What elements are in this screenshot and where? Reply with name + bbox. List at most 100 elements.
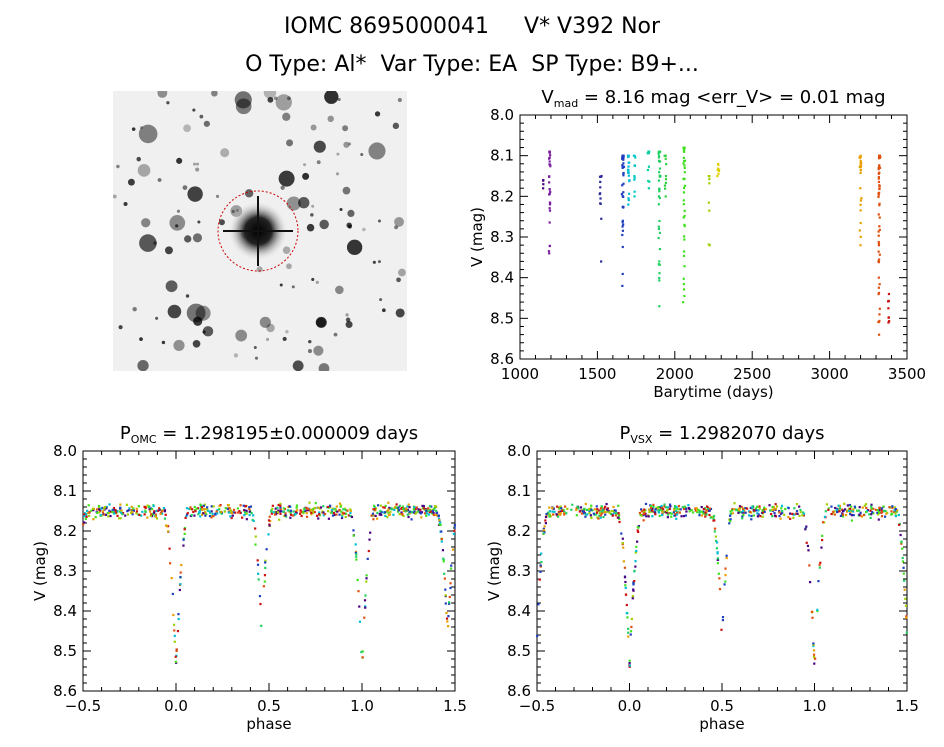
data-point [682,162,685,165]
data-point [442,557,445,560]
data-point [293,513,297,516]
data-point [865,506,868,509]
data-point [449,567,453,570]
data-point [675,505,678,509]
data-point [682,301,685,304]
data-point [717,169,721,173]
data-point [300,514,303,518]
data-point [453,524,456,527]
data-point [285,515,288,518]
data-point [370,514,373,517]
data-point [877,166,880,170]
data-point [311,511,315,514]
data-point [627,627,630,630]
data-point [148,505,151,508]
data-point [683,177,686,181]
data-point [640,508,643,511]
data-point [559,512,562,515]
data-point [899,533,902,537]
data-point [170,576,173,580]
data-point [798,514,801,517]
data-point [640,514,643,517]
data-point [314,501,317,505]
data-point [761,511,764,514]
data-point [877,213,880,216]
data-point [277,503,280,507]
data-point [716,557,720,560]
data-point [116,510,119,513]
x-tick-label: 3000 [811,365,849,383]
data-point [683,238,686,241]
data-point [877,234,880,237]
data-point [878,204,881,207]
data-point [753,509,757,512]
data-point [755,509,758,512]
data-point [658,167,662,170]
data-point [179,571,182,574]
data-point [305,515,309,518]
data-point [795,503,798,506]
data-point [132,507,135,510]
data-point [833,513,836,516]
data-point [236,507,240,510]
data-point [304,506,307,509]
data-point [131,513,134,516]
data-point [622,206,625,209]
data-point [415,511,418,514]
data-point [548,203,552,206]
data-point [562,512,566,515]
data-point [770,512,773,516]
data-point [368,538,371,541]
sky-star [346,239,363,256]
data-point [698,509,701,513]
data-point [627,171,630,174]
sky-star [193,162,197,166]
data-point [447,615,450,618]
data-point [587,508,591,511]
data-point [761,515,764,518]
data-point [838,507,842,510]
data-point [111,510,114,514]
data-point [839,514,843,517]
data-point [894,514,897,518]
data-point [628,665,631,668]
data-point [817,580,820,583]
data-point [252,519,255,523]
data-point [798,505,801,508]
data-point [709,507,713,511]
data-point [276,506,279,509]
data-point [632,583,635,586]
data-point [417,508,420,511]
data-point [395,506,398,509]
data-point [171,592,174,596]
sky-star [139,234,157,252]
sky-star [267,96,274,103]
data-point [816,609,819,613]
sky-star [137,164,151,177]
data-point [408,510,411,513]
data-point [716,552,719,555]
data-point [279,508,282,511]
data-point [878,202,881,205]
data-point [90,509,93,512]
data-point [783,513,786,516]
data-point [708,175,711,178]
data-point [182,544,185,547]
data-point [383,506,386,509]
data-point [85,515,88,518]
data-point [632,589,635,592]
data-point [859,244,862,247]
data-point [627,174,630,177]
data-point [643,512,647,515]
data-point [750,514,753,518]
data-point [622,158,625,161]
data-point [657,263,660,266]
data-point [827,507,830,510]
data-point [232,511,235,514]
data-point [731,509,734,512]
data-point [430,511,433,514]
data-point [890,510,893,513]
data-point [407,515,410,519]
data-point [870,503,873,506]
data-point [655,506,658,509]
